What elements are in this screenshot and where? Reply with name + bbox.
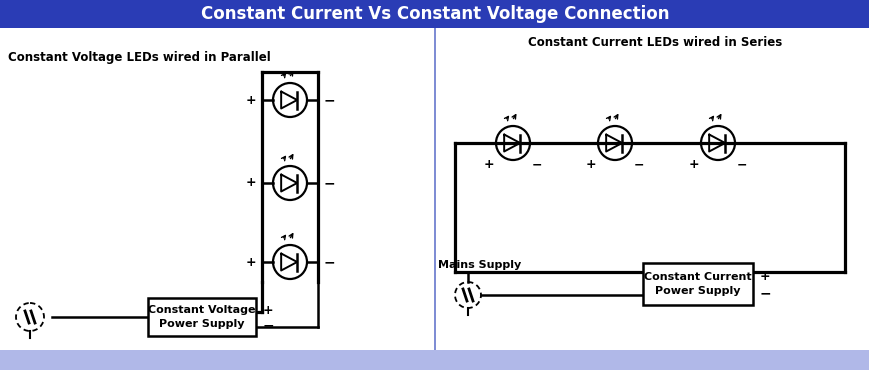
Bar bbox=[148, 298, 255, 336]
Text: −: − bbox=[760, 286, 771, 300]
Text: +: + bbox=[245, 94, 256, 107]
Bar bbox=[0, 0, 869, 28]
Text: Constant Current
Power Supply: Constant Current Power Supply bbox=[643, 272, 751, 296]
Text: −: − bbox=[633, 158, 644, 172]
Text: −: − bbox=[262, 318, 275, 332]
Text: −: − bbox=[322, 255, 335, 269]
Bar bbox=[642, 263, 753, 305]
Text: +: + bbox=[483, 158, 494, 172]
Text: +: + bbox=[585, 158, 595, 172]
Text: −: − bbox=[531, 158, 541, 172]
Text: Mains Supply: Mains Supply bbox=[437, 260, 521, 270]
Text: Constant Voltage LEDs wired in Parallel: Constant Voltage LEDs wired in Parallel bbox=[8, 51, 270, 64]
Text: +: + bbox=[262, 304, 274, 317]
Text: +: + bbox=[245, 256, 256, 269]
Text: Constant Current LEDs wired in Series: Constant Current LEDs wired in Series bbox=[527, 36, 781, 48]
Bar bbox=[0, 350, 869, 370]
Text: +: + bbox=[760, 270, 770, 283]
Text: −: − bbox=[736, 158, 746, 172]
Text: +: + bbox=[688, 158, 699, 172]
Text: −: − bbox=[322, 176, 335, 190]
Text: −: − bbox=[322, 93, 335, 107]
Text: Constant Voltage
Power Supply: Constant Voltage Power Supply bbox=[148, 305, 255, 329]
Text: Constant Current Vs Constant Voltage Connection: Constant Current Vs Constant Voltage Con… bbox=[201, 5, 668, 23]
Text: +: + bbox=[245, 176, 256, 189]
